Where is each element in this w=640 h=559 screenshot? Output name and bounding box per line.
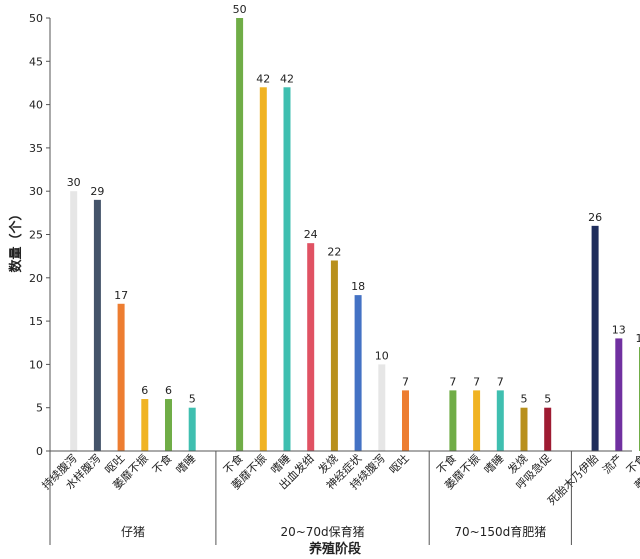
data-label: 42: [256, 72, 270, 85]
bar: [496, 390, 504, 451]
y-tick-label: 15: [29, 315, 43, 328]
bar: [283, 87, 291, 451]
data-label: 7: [449, 375, 456, 388]
y-tick-label: 25: [29, 229, 43, 242]
bar: [544, 407, 552, 451]
bar: [615, 338, 623, 451]
bar: [188, 407, 196, 451]
y-tick-label: 50: [29, 12, 43, 25]
data-label: 42: [280, 72, 294, 85]
data-label: 7: [402, 375, 409, 388]
bar: [473, 390, 481, 451]
group-label: 70~150d育肥猪: [454, 524, 546, 539]
data-label: 10: [375, 349, 389, 362]
x-tick-label: 不食: [149, 451, 174, 476]
data-label: 26: [588, 211, 602, 224]
x-tick-label: 嗜睡: [482, 452, 507, 477]
data-label: 30: [67, 176, 81, 189]
x-tick-label: 死胎木乃伊胎: [545, 451, 602, 508]
data-label: 5: [189, 393, 196, 406]
y-axis-label: 数量（个）: [8, 207, 24, 272]
x-axis: 持续腹泻水样腹泻呕吐萎靡不振不食嗜睡仔猪不食萎靡不振嗜睡出血发绀发烧神经症状持续…: [39, 450, 640, 545]
x-tick-label: 呕吐: [387, 452, 412, 477]
bar: [70, 191, 78, 451]
y-tick-label: 40: [29, 99, 43, 112]
data-label: 6: [141, 384, 148, 397]
data-label: 12: [636, 332, 640, 345]
bar: [117, 303, 125, 451]
data-label: 7: [473, 375, 480, 388]
bar: [591, 225, 599, 451]
bar: [378, 364, 386, 451]
y-tick-label: 5: [36, 402, 43, 415]
bar: [449, 390, 457, 451]
bar: [165, 399, 172, 451]
y-tick-label: 30: [29, 185, 43, 198]
group-label: 仔猪: [121, 525, 145, 539]
data-label: 5: [544, 393, 551, 406]
bar: [307, 243, 315, 451]
y-tick-label: 45: [29, 55, 43, 68]
bar: [259, 87, 267, 451]
bar: [330, 260, 338, 451]
bar: [93, 199, 101, 451]
data-label: 29: [90, 185, 104, 198]
bar: [354, 295, 362, 451]
y-tick-label: 10: [29, 358, 43, 371]
data-label: 50: [233, 3, 247, 16]
x-tick-label: 嗜睡: [174, 452, 199, 477]
bar: [520, 407, 528, 451]
data-label: 5: [521, 393, 528, 406]
group-label: 20~70d保育猪: [280, 524, 364, 539]
y-tick-label: 35: [29, 142, 43, 155]
data-label: 24: [304, 228, 318, 241]
data-label: 22: [327, 245, 341, 258]
y-tick-label: 0: [36, 445, 43, 458]
bars: 3029176655042422422181077775526131212127…: [67, 3, 640, 451]
bar: [402, 390, 409, 451]
data-label: 7: [497, 375, 504, 388]
x-axis-label: 养殖阶段: [308, 541, 361, 557]
x-tick-label: 不食: [623, 451, 640, 476]
y-axis: 0 5 10 15 20 25 30 35 40 45 50: [29, 12, 51, 458]
bar: [236, 18, 244, 451]
bar: [141, 399, 149, 451]
data-label: 18: [351, 280, 365, 293]
data-label: 6: [165, 384, 172, 397]
data-label: 17: [114, 289, 128, 302]
data-label: 13: [612, 323, 626, 336]
x-tick-label: 流产: [599, 451, 624, 476]
y-tick-label: 20: [29, 272, 43, 285]
